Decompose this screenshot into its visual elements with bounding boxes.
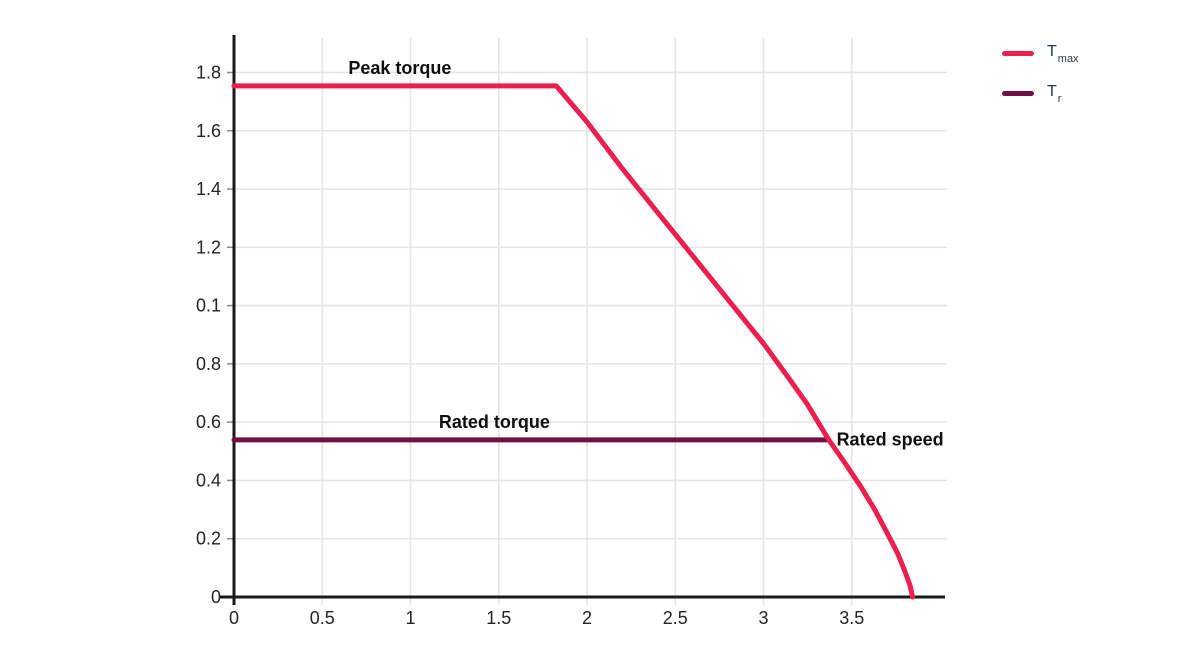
- y-tick-label: 0.6: [196, 412, 221, 432]
- x-tick-label: 2: [582, 608, 592, 628]
- tmax-line-swatch: [1002, 50, 1034, 56]
- y-tick-label: 0.4: [196, 470, 221, 490]
- tmax-label-main: T: [1047, 42, 1057, 60]
- y-tick-label: 0.8: [196, 354, 221, 374]
- tmax-label-sub: max: [1057, 53, 1079, 66]
- tr-label-sub: r: [1057, 93, 1062, 106]
- annotation-label: Rated speed: [837, 429, 944, 449]
- x-tick-label: 3.5: [839, 608, 864, 628]
- y-tick-label: 0.1: [196, 296, 221, 316]
- x-tick-label: 3: [758, 608, 768, 628]
- x-tick-label: 1: [405, 608, 415, 628]
- legend: Tmax Tr: [1002, 40, 1079, 106]
- annotation-label: Peak torque: [348, 58, 451, 78]
- series-line-t_max: [231, 83, 916, 600]
- tr-label: Tr: [1047, 82, 1062, 106]
- y-tick-label: 1.8: [196, 62, 221, 82]
- annotation-label: Rated torque: [439, 412, 550, 432]
- y-tick-label: 1.2: [196, 237, 221, 257]
- y-tick-label: 1.4: [196, 179, 221, 199]
- tr-line-swatch: [1002, 90, 1034, 96]
- x-tick-label: 1.5: [486, 608, 511, 628]
- x-tick-label: 0: [229, 608, 239, 628]
- x-tick-label: 2.5: [663, 608, 688, 628]
- tmax-label: Tmax: [1047, 42, 1079, 66]
- tr-label-main: T: [1047, 82, 1057, 100]
- legend-item-tmax: Tmax: [1002, 40, 1079, 66]
- y-tick-label: 1.6: [196, 121, 221, 141]
- y-tick-label: 0.2: [196, 529, 221, 549]
- x-tick-label: 0.5: [310, 608, 335, 628]
- y-tick-label: 0: [211, 587, 221, 607]
- legend-item-tr: Tr: [1002, 80, 1078, 106]
